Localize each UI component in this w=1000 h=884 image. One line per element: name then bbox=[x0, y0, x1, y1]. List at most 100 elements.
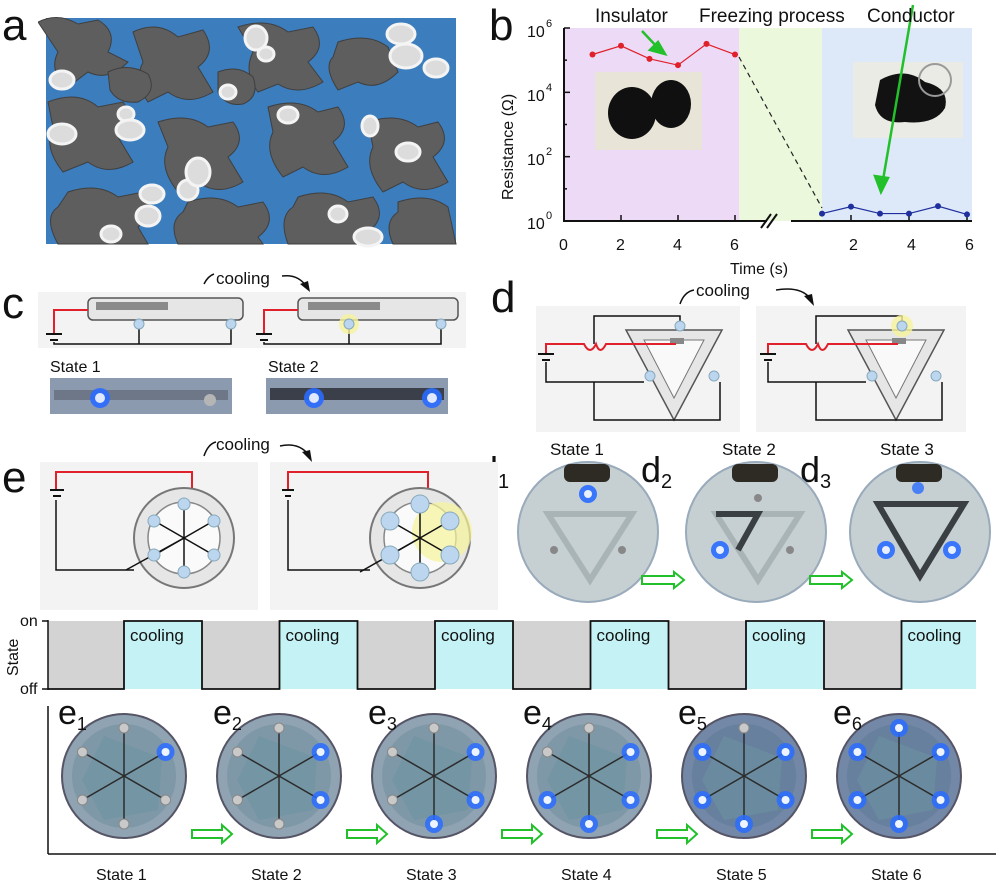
cooling-interval-label: cooling bbox=[597, 626, 651, 645]
d-state3-label: State 3 bbox=[880, 440, 934, 459]
data-point bbox=[848, 203, 854, 210]
led-2 bbox=[225, 318, 237, 330]
panel-e-diagrams: cooling bbox=[40, 435, 498, 610]
x-tick-label: 2 bbox=[849, 237, 858, 254]
d-state1-label: State 1 bbox=[550, 440, 604, 459]
y-tick-marks bbox=[564, 27, 570, 222]
panel-a-illustration bbox=[38, 17, 457, 248]
data-point bbox=[877, 210, 883, 217]
panel-label-d2: d2 bbox=[641, 449, 673, 493]
panel-label-d3: d3 bbox=[800, 449, 832, 493]
y-axis-title: Resistance (Ω) bbox=[500, 94, 517, 200]
cooling-interval-label: cooling bbox=[908, 626, 962, 645]
e6-photo bbox=[836, 713, 962, 839]
y-tick-label: 10 bbox=[527, 152, 545, 169]
cooling-interval-label: cooling bbox=[441, 626, 495, 645]
state-waveform bbox=[48, 620, 976, 690]
x-tick-label: 6 bbox=[730, 237, 739, 254]
e1-photo bbox=[61, 713, 187, 839]
panel-label-e3: e3 bbox=[368, 704, 397, 734]
cooling-interval-label: cooling bbox=[752, 626, 806, 645]
cooling-interval bbox=[901, 621, 976, 689]
data-point bbox=[935, 203, 941, 210]
data-point bbox=[906, 210, 912, 217]
conductor-series bbox=[819, 203, 970, 218]
panel-e-photos: e1 State 1 e2 State 2 e3 State 3 e4 State 4 e5 St… bbox=[47, 704, 996, 884]
insulator-label: Insulator bbox=[595, 6, 669, 27]
cooling-label: cooling bbox=[216, 269, 270, 288]
data-point bbox=[646, 55, 653, 62]
e-arrow bbox=[346, 822, 389, 846]
x-tick-label: 4 bbox=[907, 237, 916, 254]
x-tick-marks bbox=[563, 215, 968, 221]
panel-label-d: d bbox=[491, 273, 516, 322]
panel-label-e1: e1 bbox=[58, 704, 87, 734]
e-state-label: State 3 bbox=[406, 867, 457, 884]
y-tick-label: 10 bbox=[527, 24, 545, 41]
e-arrow bbox=[501, 822, 544, 846]
e5-photo bbox=[681, 713, 807, 839]
radial-diagram-right bbox=[282, 471, 472, 589]
cooling-interval bbox=[590, 621, 669, 689]
insulator-droplet-2 bbox=[651, 80, 691, 128]
y-tick-label: 10 bbox=[527, 216, 545, 233]
panel-label-e6: e6 bbox=[833, 704, 862, 734]
state2-label: State 2 bbox=[268, 359, 319, 376]
e-state-label: State 4 bbox=[561, 867, 612, 884]
data-point bbox=[732, 51, 738, 58]
freezing-label: Freezing process bbox=[699, 6, 845, 27]
data-point bbox=[618, 42, 624, 49]
insulator-series bbox=[589, 40, 738, 69]
panel-label-e: e bbox=[2, 453, 27, 502]
conductor-pointer-arrow bbox=[881, 4, 915, 181]
timeline-on-label: on bbox=[20, 613, 38, 630]
d-state2-label: State 2 bbox=[722, 440, 776, 459]
panel-label-b: b bbox=[489, 1, 514, 50]
conductor-droplet bbox=[875, 73, 946, 123]
cooling-interval bbox=[435, 621, 513, 689]
panel-label-a: a bbox=[2, 1, 27, 50]
conductor-label: Conductor bbox=[867, 6, 955, 27]
insulator-droplet-1 bbox=[608, 87, 656, 139]
data-point bbox=[703, 40, 710, 47]
resistance-chart: 10 0 10 2 10 4 10 6 0 2 4 6 2 4 6 Time (… bbox=[500, 4, 974, 278]
state1-label: State 1 bbox=[50, 359, 101, 376]
series-line bbox=[592, 43, 736, 66]
x-axis-title: Time (s) bbox=[730, 261, 788, 278]
y-tick-exp: 6 bbox=[546, 18, 552, 30]
d2-photo bbox=[685, 461, 827, 603]
x-tick-label: 4 bbox=[673, 237, 682, 254]
axis-break-mark bbox=[760, 213, 778, 229]
cooling-interval-label: cooling bbox=[286, 626, 340, 645]
cooling-interval bbox=[746, 621, 824, 689]
panel-label-e5: e5 bbox=[678, 704, 707, 734]
radial-diagram-left bbox=[50, 471, 235, 589]
panel-d-diagrams: cooling bbox=[536, 281, 966, 432]
d-arrow-1 bbox=[641, 569, 686, 591]
cooling-interval bbox=[279, 621, 358, 689]
e-state-label: State 2 bbox=[251, 867, 302, 884]
state-timeline: State on off cooling cooling cooling coolin… bbox=[5, 613, 976, 698]
data-point bbox=[819, 210, 825, 217]
e-arrow bbox=[191, 822, 234, 846]
x-tick-label: 0 bbox=[559, 237, 568, 254]
led-1 bbox=[133, 318, 145, 330]
d-arrow-2 bbox=[809, 569, 854, 591]
triangle-diagram-right bbox=[760, 315, 946, 422]
transition-dashed-line bbox=[738, 56, 823, 209]
x-tick-label: 2 bbox=[616, 237, 625, 254]
panel-d-photos bbox=[517, 461, 991, 603]
e-arrow bbox=[811, 822, 854, 846]
x-tick-label: 6 bbox=[965, 237, 974, 254]
cooling-label-d: cooling bbox=[696, 281, 750, 300]
timeline-off-label: off bbox=[20, 681, 38, 698]
panel-label-e4: e4 bbox=[523, 704, 552, 734]
series-line bbox=[821, 205, 968, 216]
led-lit bbox=[343, 318, 355, 330]
e-state-label: State 5 bbox=[716, 867, 767, 884]
e-state-label: State 1 bbox=[96, 867, 147, 884]
e4-photo bbox=[526, 713, 652, 839]
timeline-ylabel: State bbox=[5, 639, 22, 676]
data-point bbox=[589, 51, 596, 58]
d3-photo bbox=[849, 461, 991, 603]
